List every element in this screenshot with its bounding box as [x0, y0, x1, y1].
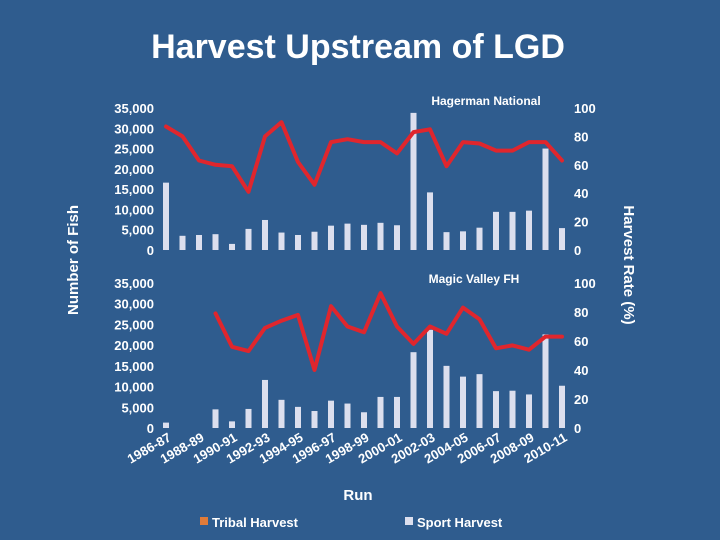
- legend-swatch-sport: [405, 517, 413, 525]
- left-tick-label: 25,000: [114, 317, 154, 332]
- right-tick-label: 40: [574, 186, 588, 201]
- left-tick-label: 0: [147, 243, 154, 258]
- right-tick-label: 0: [574, 243, 581, 258]
- right-tick-label: 0: [574, 421, 581, 436]
- left-tick-label: 15,000: [114, 182, 154, 197]
- sport-harvest-bar: [542, 334, 549, 428]
- sport-harvest-bar: [328, 225, 334, 250]
- sport-harvest-bar: [460, 231, 466, 250]
- sport-harvest-bar: [559, 385, 565, 428]
- sport-harvest-bar: [328, 400, 334, 428]
- left-tick-label: 10,000: [114, 380, 154, 395]
- legend-label-tribal: Tribal Harvest: [212, 515, 299, 530]
- sport-harvest-bar: [344, 403, 351, 428]
- right-tick-label: 40: [574, 363, 588, 378]
- right-tick-label: 20: [574, 215, 588, 230]
- left-tick-label: 20,000: [114, 162, 154, 177]
- sport-harvest-bar: [476, 374, 483, 428]
- sport-harvest-bar: [278, 399, 285, 428]
- right-tick-label: 60: [574, 334, 588, 349]
- right-tick-label: 100: [574, 101, 596, 116]
- sport-harvest-bar: [427, 329, 433, 428]
- y-axis-label-left: Number of Fish: [65, 205, 82, 315]
- sport-harvest-bar: [262, 379, 268, 428]
- sport-harvest-bar: [526, 210, 532, 250]
- sport-harvest-bar: [377, 396, 384, 428]
- legend-label-sport: Sport Harvest: [417, 515, 503, 530]
- sport-harvest-bar: [163, 422, 169, 428]
- sport-harvest-bar: [229, 421, 235, 428]
- right-tick-label: 80: [574, 129, 588, 144]
- y-axis-label-right: Harvest Rate (%): [620, 205, 637, 324]
- sport-harvest-bar: [526, 394, 532, 428]
- sport-harvest-bar: [509, 211, 516, 250]
- sport-harvest-bar: [179, 235, 186, 250]
- legend-swatch-tribal: [200, 517, 208, 525]
- sport-harvest-bar: [493, 391, 499, 428]
- sport-harvest-bar: [460, 376, 466, 428]
- panel-title: Magic Valley FH: [429, 272, 520, 286]
- left-tick-label: 25,000: [114, 142, 154, 157]
- right-tick-label: 60: [574, 158, 588, 173]
- sport-harvest-bar: [295, 234, 301, 250]
- panel-title: Hagerman National: [431, 94, 540, 108]
- sport-harvest-bar: [229, 243, 235, 250]
- left-tick-label: 30,000: [114, 297, 154, 312]
- sport-harvest-bar: [295, 406, 301, 428]
- sport-harvest-bar: [262, 219, 268, 250]
- sport-harvest-bar: [443, 365, 450, 428]
- left-tick-label: 35,000: [114, 101, 154, 116]
- x-axis-label: Run: [343, 487, 372, 504]
- sport-harvest-bar: [361, 412, 367, 428]
- right-tick-label: 100: [574, 276, 596, 291]
- right-tick-label: 20: [574, 392, 588, 407]
- left-tick-label: 35,000: [114, 276, 154, 291]
- sport-harvest-bar: [278, 232, 285, 250]
- left-tick-label: 0: [147, 421, 154, 436]
- left-tick-label: 5,000: [121, 400, 154, 415]
- sport-harvest-bar: [163, 182, 169, 250]
- sport-harvest-bar: [377, 222, 384, 250]
- left-tick-label: 10,000: [114, 202, 154, 217]
- sport-harvest-bar: [427, 192, 433, 250]
- sport-harvest-bar: [311, 411, 318, 428]
- sport-harvest-bar: [212, 234, 219, 250]
- right-tick-label: 80: [574, 305, 588, 320]
- plot-area: 35,000 30,000 25,000 20,000 15,000 10,000 5,00…: [114, 94, 595, 466]
- sport-harvest-bar: [245, 408, 252, 428]
- sport-harvest-bar: [245, 228, 252, 250]
- sport-harvest-bar: [394, 396, 400, 428]
- panel-1: 35,000 30,000 25,000 20,000 15,000 10,000 5,00…: [114, 94, 595, 258]
- sport-harvest-bar: [542, 148, 549, 250]
- chart-title: Harvest Upstream of LGD: [151, 28, 565, 66]
- left-tick-label: 20,000: [114, 338, 154, 353]
- sport-harvest-bar: [559, 228, 565, 250]
- left-tick-label: 5,000: [121, 223, 154, 238]
- left-tick-label: 15,000: [114, 359, 154, 374]
- sport-harvest-bar: [443, 232, 450, 250]
- sport-harvest-bar: [476, 227, 483, 250]
- sport-harvest-bar: [212, 409, 219, 428]
- sport-harvest-bar: [196, 234, 202, 250]
- sport-harvest-bar: [410, 352, 417, 428]
- sport-harvest-bar: [509, 390, 516, 428]
- sport-harvest-bar: [344, 223, 351, 250]
- sport-harvest-bar: [493, 211, 499, 250]
- left-tick-label: 30,000: [114, 121, 154, 136]
- panel-2: 35,000 30,000 25,000 20,000 15,000 10,000 5,00…: [114, 272, 595, 436]
- sport-harvest-bar: [410, 112, 417, 251]
- harvest-rate-line: [164, 120, 564, 194]
- harvest-rate-line: [213, 291, 564, 372]
- legend: Tribal Harvest Sport Harvest: [200, 515, 503, 530]
- sport-harvest-bar: [311, 231, 318, 250]
- sport-harvest-bar: [394, 225, 400, 250]
- sport-harvest-bar: [361, 224, 367, 250]
